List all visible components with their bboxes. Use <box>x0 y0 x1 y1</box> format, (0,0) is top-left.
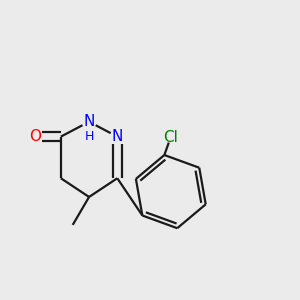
Text: N: N <box>83 114 95 129</box>
Text: O: O <box>30 129 42 144</box>
Text: Cl: Cl <box>163 130 178 145</box>
Text: H: H <box>84 130 94 142</box>
Text: N: N <box>112 129 123 144</box>
